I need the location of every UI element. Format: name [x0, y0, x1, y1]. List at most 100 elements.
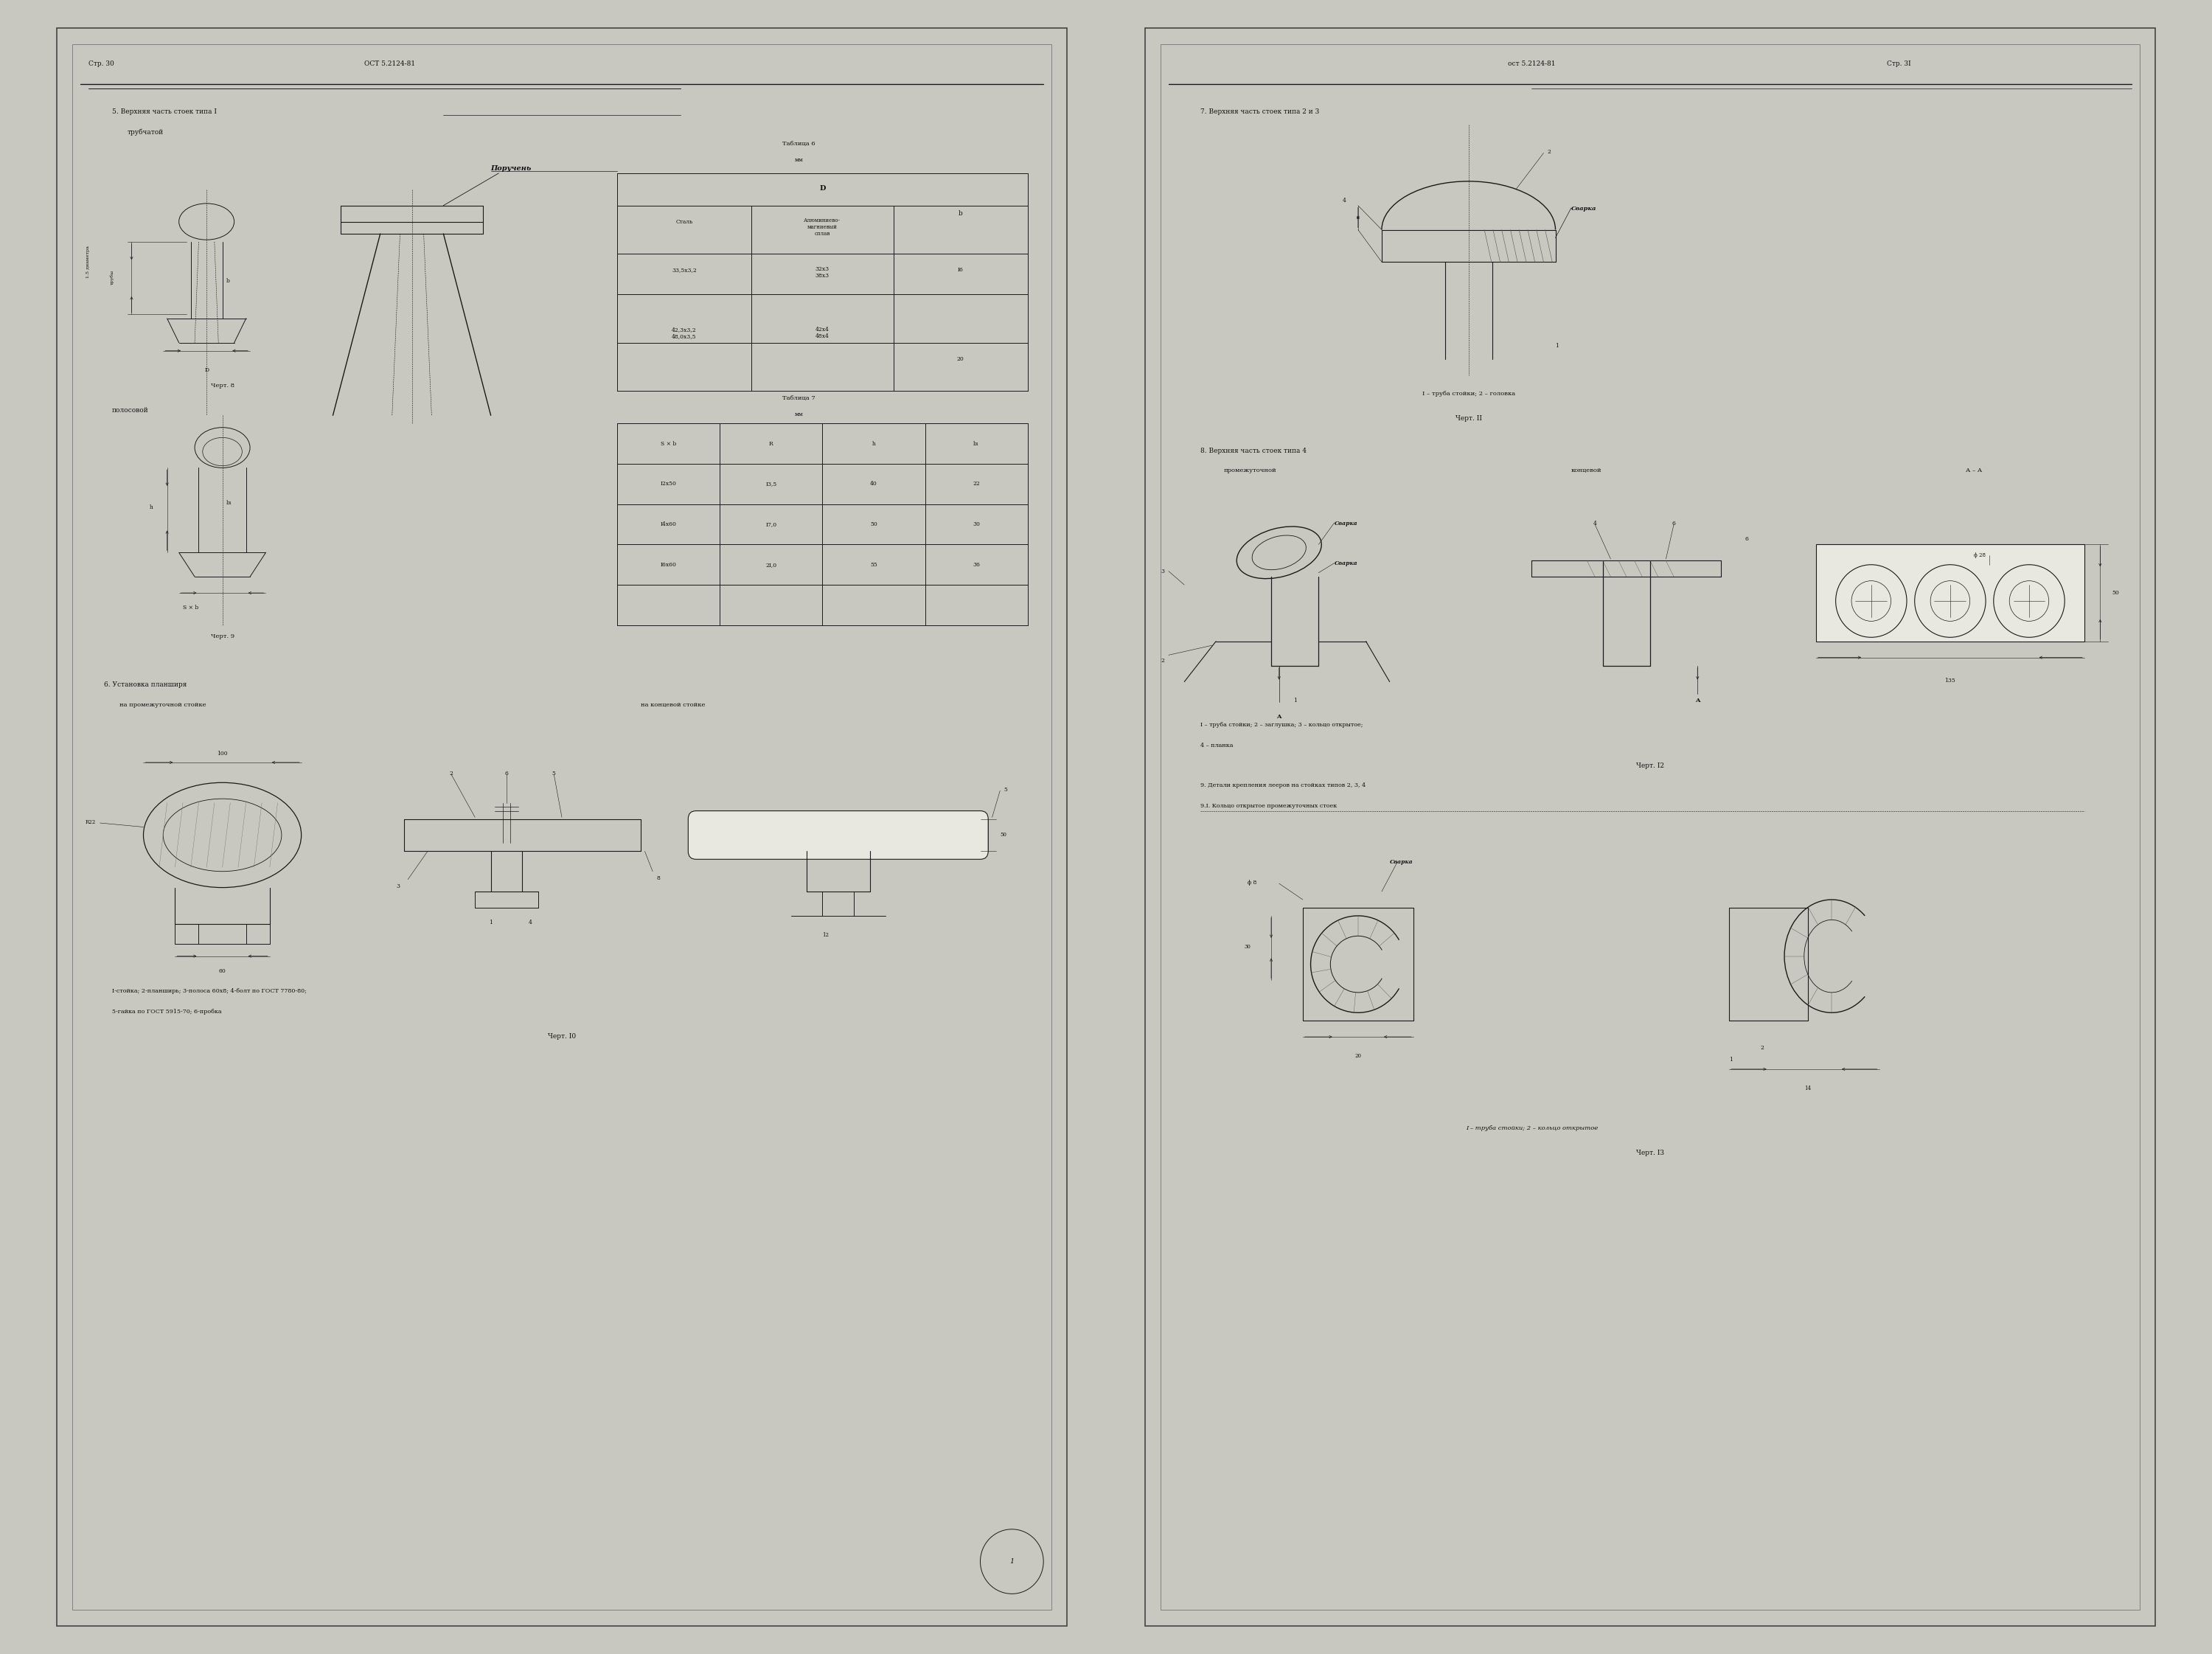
Text: на концевой стойке: на концевой стойке [641, 701, 706, 708]
Text: 1: 1 [1009, 1558, 1013, 1565]
Text: Сварка: Сварка [1334, 561, 1358, 567]
Text: 22: 22 [973, 481, 980, 486]
Text: D: D [818, 185, 825, 192]
Text: 2: 2 [1548, 149, 1551, 155]
Text: 1.5 диаметра: 1.5 диаметра [86, 246, 91, 278]
Text: ОСТ 5.2124-81: ОСТ 5.2124-81 [365, 60, 416, 66]
Text: 1: 1 [1294, 698, 1296, 703]
Text: b₁: b₁ [226, 500, 232, 506]
Text: 40: 40 [869, 481, 878, 486]
Text: 2: 2 [1161, 658, 1164, 663]
Text: b: b [226, 278, 230, 284]
Text: ϕ 28: ϕ 28 [1973, 552, 1986, 559]
Text: 32х3
38х3: 32х3 38х3 [816, 266, 830, 280]
Text: Сварка: Сварка [1571, 205, 1597, 212]
Text: ост 5.2124-81: ост 5.2124-81 [1509, 60, 1555, 66]
Text: 14: 14 [1805, 1085, 1812, 1092]
Text: 4: 4 [529, 920, 533, 926]
Text: 33,5х3,2: 33,5х3,2 [672, 266, 697, 273]
Text: Стр. 3I: Стр. 3I [1887, 60, 1911, 66]
Text: 4: 4 [1593, 521, 1597, 526]
Text: Сварка: Сварка [1389, 860, 1413, 865]
Text: 5-гайка по ГОСТ 5915-70; 6-пробка: 5-гайка по ГОСТ 5915-70; 6-пробка [113, 1009, 221, 1014]
Text: Таблица 7: Таблица 7 [783, 395, 816, 400]
Text: 50: 50 [869, 521, 878, 528]
Text: Алюминиево-
магниевый
сплав: Алюминиево- магниевый сплав [803, 218, 841, 237]
Text: 4 – планка: 4 – планка [1201, 743, 1232, 748]
Text: 12: 12 [823, 931, 830, 938]
Text: промежуточной: промежуточной [1223, 468, 1276, 473]
Text: 135: 135 [1944, 678, 1955, 683]
Text: 1: 1 [1555, 342, 1559, 349]
Text: b₁: b₁ [973, 440, 980, 447]
Text: 5. Верхняя часть стоек типа I: 5. Верхняя часть стоек типа I [113, 109, 217, 116]
Text: 2I,0: 2I,0 [765, 562, 776, 567]
Text: 2: 2 [1761, 1045, 1765, 1050]
Text: A: A [1694, 698, 1699, 703]
Text: Черт. I3: Черт. I3 [1637, 1150, 1663, 1156]
Text: Сталь: Сталь [675, 218, 692, 225]
Text: ϕ 8: ϕ 8 [1248, 880, 1256, 885]
Text: 5: 5 [553, 771, 555, 776]
Text: мм: мм [794, 157, 803, 164]
Text: 3: 3 [396, 883, 400, 890]
Text: полосовой: полосовой [113, 407, 148, 414]
Text: 20: 20 [1354, 1054, 1360, 1059]
Text: 6: 6 [1672, 521, 1677, 526]
Text: Черт. 9: Черт. 9 [210, 633, 234, 638]
Text: трубы: трубы [111, 270, 113, 284]
Text: 42,3х3,2
48,0х3,5: 42,3х3,2 48,0х3,5 [672, 326, 697, 339]
Text: h: h [872, 440, 876, 447]
Text: 20: 20 [958, 356, 964, 362]
Text: b: b [958, 210, 962, 217]
Circle shape [1851, 581, 1891, 622]
Text: Черт. I2: Черт. I2 [1637, 762, 1663, 769]
Text: R: R [770, 440, 774, 447]
Text: мм: мм [794, 412, 803, 417]
Text: A: A [1276, 715, 1281, 719]
Text: А – А: А – А [1966, 468, 1982, 473]
Text: h: h [150, 504, 153, 509]
Text: I – труба стойки; 2 – кольцо открытое: I – труба стойки; 2 – кольцо открытое [1467, 1126, 1597, 1131]
Bar [1816, 544, 2084, 642]
Text: 36: 36 [973, 562, 980, 567]
Text: 100: 100 [217, 751, 228, 756]
Text: Черт. II: Черт. II [1455, 415, 1482, 422]
Text: 9.I. Кольцо открытое промежуточных стоек: 9.I. Кольцо открытое промежуточных стоек [1201, 802, 1336, 809]
Text: Поручень: Поручень [491, 165, 531, 172]
Text: I6: I6 [958, 266, 964, 273]
Text: S × b: S × b [184, 605, 199, 610]
Text: 8: 8 [657, 875, 659, 882]
Text: 3: 3 [1161, 569, 1164, 574]
Text: R22: R22 [86, 819, 95, 825]
Text: I7,0: I7,0 [765, 521, 776, 528]
Text: 6: 6 [1745, 536, 1747, 543]
Text: 1: 1 [1730, 1057, 1732, 1064]
Text: D: D [204, 367, 208, 372]
Text: Стр. 30: Стр. 30 [88, 60, 113, 66]
Text: I2х50: I2х50 [661, 481, 677, 486]
Text: на промежуточной стойке: на промежуточной стойке [119, 701, 206, 708]
Text: I4х60: I4х60 [661, 521, 677, 528]
Text: 50: 50 [1000, 832, 1006, 839]
Text: 6. Установка планширя: 6. Установка планширя [104, 681, 186, 688]
Text: 50: 50 [2112, 590, 2119, 595]
Text: трубчатой: трубчатой [128, 129, 164, 136]
Text: 8. Верхняя часть стоек типа 4: 8. Верхняя часть стоек типа 4 [1201, 448, 1307, 455]
Text: концевой: концевой [1571, 468, 1601, 473]
Text: 9. Детали крепления лееров на стойках типов 2, 3, 4: 9. Детали крепления лееров на стойках ти… [1201, 782, 1365, 789]
Text: 5: 5 [1004, 787, 1009, 792]
Text: 6: 6 [504, 771, 509, 776]
Text: I – труба стойки; 2 – заглушка; 3 – кольцо открытое;: I – труба стойки; 2 – заглушка; 3 – коль… [1201, 723, 1363, 728]
Text: I-стойка; 2-планширь; 3-полоса 60х8; 4-болт по ГОСТ 7780-80;: I-стойка; 2-планширь; 3-полоса 60х8; 4-б… [113, 989, 307, 994]
Text: 2: 2 [449, 771, 453, 776]
Text: Черт. I0: Черт. I0 [549, 1032, 575, 1039]
Text: 42х4
48х4: 42х4 48х4 [816, 326, 830, 339]
Text: 1: 1 [489, 920, 493, 926]
Text: Таблица 6: Таблица 6 [783, 141, 816, 147]
Text: 4: 4 [1343, 197, 1345, 203]
Text: I3,5: I3,5 [765, 481, 776, 486]
Text: I – труба стойки; 2 – головка: I – труба стойки; 2 – головка [1422, 390, 1515, 397]
FancyBboxPatch shape [688, 810, 989, 860]
Text: 30: 30 [1243, 944, 1250, 949]
